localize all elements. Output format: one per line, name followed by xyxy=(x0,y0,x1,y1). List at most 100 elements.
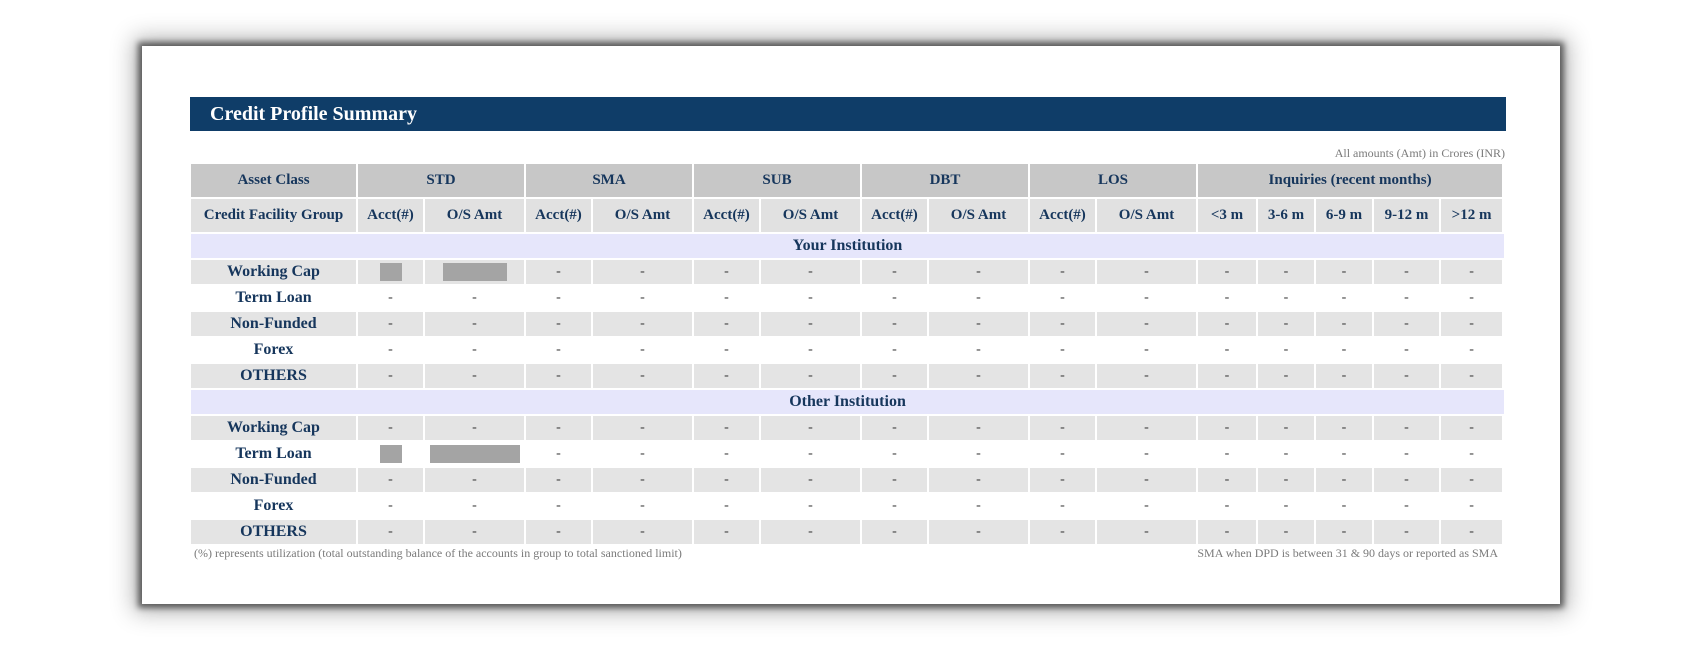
value-cell: - xyxy=(862,494,929,520)
table-row: Non-Funded - - - - - - - - - - - - - - - xyxy=(191,312,1505,338)
value-cell: - xyxy=(1030,286,1097,312)
table-row: Non-Funded - - - - - - - - - - - - - - - xyxy=(191,468,1505,494)
sub-header-cell: 3-6 m xyxy=(1258,199,1317,234)
sub-header-cell: >12 m xyxy=(1441,199,1505,234)
value-cell: - xyxy=(694,468,761,494)
table-row: OTHERS - - - - - - - - - - - - - - - xyxy=(191,520,1505,546)
value-cell: - xyxy=(358,286,425,312)
value-cell: - xyxy=(761,312,862,338)
value-cell: - xyxy=(1316,260,1375,286)
redaction-block xyxy=(442,263,507,281)
value-cell: - xyxy=(1198,494,1259,520)
value-cell: - xyxy=(862,520,929,546)
value-cell: - xyxy=(1258,416,1317,442)
value-cell: - xyxy=(425,312,526,338)
value-cell: - xyxy=(1316,338,1375,364)
sub-header-cell: <3 m xyxy=(1198,199,1259,234)
value-cell: - xyxy=(593,312,694,338)
value-cell: - xyxy=(1198,468,1259,494)
value-cell: - xyxy=(929,468,1030,494)
sub-header-cell: O/S Amt xyxy=(929,199,1030,234)
value-cell: - xyxy=(694,442,761,468)
value-cell: - xyxy=(929,312,1030,338)
value-cell: - xyxy=(862,312,929,338)
value-cell: - xyxy=(1258,520,1317,546)
table-row: Term Loan - - - - - - - - - - - - - xyxy=(191,442,1505,468)
sub-header-row: Credit Facility Group Acct(#) O/S Amt Acct(… xyxy=(191,199,1505,234)
value-cell: - xyxy=(1097,468,1199,494)
value-cell: - xyxy=(929,364,1030,390)
value-cell: - xyxy=(761,442,862,468)
value-cell: - xyxy=(1097,260,1199,286)
value-cell: - xyxy=(929,286,1030,312)
amount-units-note: All amounts (Amt) in Crores (INR) xyxy=(1334,146,1505,160)
value-cell: - xyxy=(526,468,593,494)
redacted-cell xyxy=(425,442,526,468)
value-cell: - xyxy=(1198,312,1259,338)
value-cell: - xyxy=(1374,364,1442,390)
header-los: LOS xyxy=(1030,164,1199,199)
value-cell: - xyxy=(694,416,761,442)
sub-header-cell: O/S Amt xyxy=(1097,199,1199,234)
value-cell: - xyxy=(1030,364,1097,390)
value-cell: - xyxy=(1374,312,1442,338)
sub-header-cell: O/S Amt xyxy=(425,199,526,234)
value-cell: - xyxy=(1258,442,1317,468)
sub-header-cell: Acct(#) xyxy=(862,199,929,234)
value-cell: - xyxy=(1441,364,1505,390)
value-cell: - xyxy=(694,494,761,520)
value-cell: - xyxy=(1316,364,1375,390)
value-cell: - xyxy=(761,338,862,364)
value-cell: - xyxy=(1198,338,1259,364)
facility-group-label: Term Loan xyxy=(191,286,358,312)
section-title: Other Institution xyxy=(191,390,1505,416)
value-cell: - xyxy=(761,364,862,390)
value-cell: - xyxy=(929,494,1030,520)
value-cell: - xyxy=(1097,416,1199,442)
value-cell: - xyxy=(593,416,694,442)
value-cell: - xyxy=(1097,494,1199,520)
table-row: Working Cap - - - - - - - - - - - - - - - xyxy=(191,416,1505,442)
value-cell: - xyxy=(358,338,425,364)
value-cell: - xyxy=(1030,312,1097,338)
report-sheet: Credit Profile Summary All amounts (Amt)… xyxy=(142,46,1560,604)
value-cell: - xyxy=(1441,468,1505,494)
value-cell: - xyxy=(358,494,425,520)
value-cell: - xyxy=(1030,520,1097,546)
sub-header-cell: Acct(#) xyxy=(358,199,425,234)
value-cell: - xyxy=(1441,416,1505,442)
header-inquiries: Inquiries (recent months) xyxy=(1198,164,1505,199)
redaction-block xyxy=(379,445,402,463)
value-cell: - xyxy=(1097,312,1199,338)
value-cell: - xyxy=(1374,520,1442,546)
section-title: Your Institution xyxy=(191,234,1505,260)
value-cell: - xyxy=(526,416,593,442)
value-cell: - xyxy=(1441,338,1505,364)
value-cell: - xyxy=(1374,260,1442,286)
value-cell: - xyxy=(358,312,425,338)
value-cell: - xyxy=(1097,364,1199,390)
value-cell: - xyxy=(862,364,929,390)
value-cell: - xyxy=(593,364,694,390)
sub-header-cell: 9-12 m xyxy=(1374,199,1442,234)
value-cell: - xyxy=(1441,260,1505,286)
value-cell: - xyxy=(929,520,1030,546)
sub-header-cell: Acct(#) xyxy=(526,199,593,234)
value-cell: - xyxy=(526,520,593,546)
value-cell: - xyxy=(1441,520,1505,546)
value-cell: - xyxy=(1198,364,1259,390)
value-cell: - xyxy=(1198,520,1259,546)
value-cell: - xyxy=(1258,338,1317,364)
redaction-block xyxy=(379,263,402,281)
table-row: Term Loan - - - - - - - - - - - - - - - xyxy=(191,286,1505,312)
value-cell: - xyxy=(1374,286,1442,312)
value-cell: - xyxy=(526,260,593,286)
value-cell: - xyxy=(761,520,862,546)
header-sma: SMA xyxy=(526,164,694,199)
value-cell: - xyxy=(526,312,593,338)
value-cell: - xyxy=(929,260,1030,286)
header-sub: SUB xyxy=(694,164,862,199)
value-cell: - xyxy=(1030,260,1097,286)
value-cell: - xyxy=(694,286,761,312)
redacted-cell xyxy=(425,260,526,286)
